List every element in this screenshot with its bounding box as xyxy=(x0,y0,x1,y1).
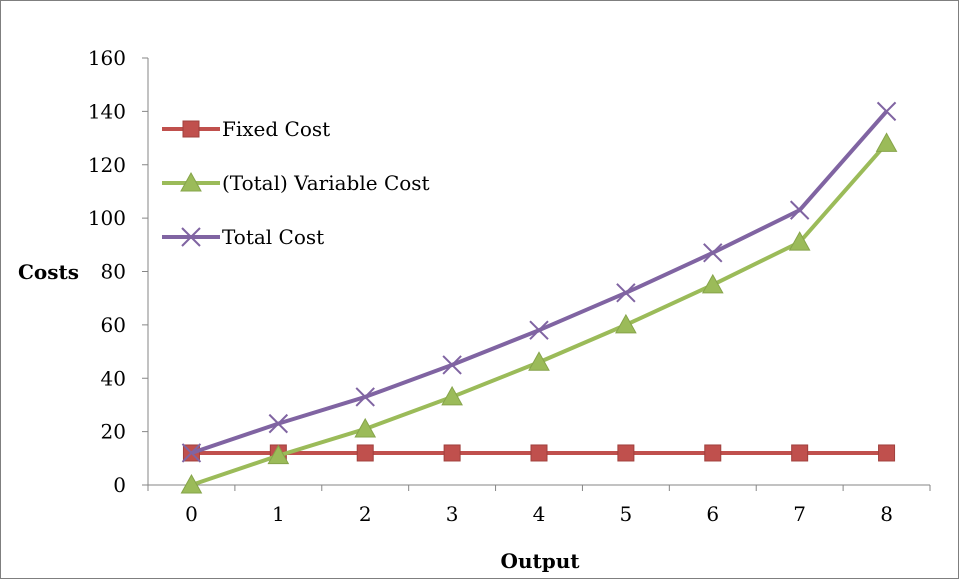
data-point-marker-stroke-b xyxy=(616,283,636,303)
x-tick-label: 3 xyxy=(446,502,459,526)
series-line xyxy=(190,110,889,455)
data-point-marker xyxy=(528,351,550,371)
legend: Fixed Cost (Total) Variable Cost Total Cos… xyxy=(162,117,430,249)
series-layer xyxy=(180,101,898,494)
legend-label: Fixed Cost xyxy=(222,117,330,141)
x-tick-label: 2 xyxy=(359,502,372,526)
legend-label: Total Cost xyxy=(222,225,324,249)
series-1 xyxy=(180,132,898,494)
data-point-marker xyxy=(354,417,377,438)
data-point-marker xyxy=(355,387,375,407)
x-axis-title: Output xyxy=(501,549,581,573)
data-point-marker-stroke-b xyxy=(876,101,897,122)
y-tick-label: 60 xyxy=(101,313,126,337)
data-point-marker xyxy=(789,200,810,220)
data-point-marker xyxy=(701,273,724,294)
axes: 0 20 40 60 80 100 120 140 160 0 1 2 3 4 5 6 7 8 xyxy=(88,46,931,526)
data-point-marker xyxy=(443,444,461,462)
data-point-marker-stroke-b xyxy=(789,200,810,220)
data-point-marker xyxy=(617,444,635,462)
legend-item-0: Fixed Cost xyxy=(162,117,330,141)
legend-item-2: Total Cost xyxy=(162,225,324,249)
data-point-marker-stroke-b xyxy=(703,243,723,263)
data-point-marker xyxy=(875,132,898,152)
data-point-marker xyxy=(616,283,636,303)
y-tick-label: 80 xyxy=(101,260,126,284)
data-point-marker-stroke-b xyxy=(442,355,462,375)
data-point-marker xyxy=(529,320,549,340)
legend-label: (Total) Variable Cost xyxy=(222,171,430,195)
legend-swatch-marker xyxy=(181,227,201,247)
y-axis-title: Costs xyxy=(18,260,79,284)
data-point-marker-stroke-b xyxy=(181,443,202,463)
data-point-marker-stroke-b xyxy=(355,387,375,407)
data-point-marker xyxy=(791,444,809,462)
y-tick-label: 100 xyxy=(88,206,126,230)
series-2 xyxy=(181,101,897,463)
data-point-marker xyxy=(180,473,203,494)
x-tick-label: 7 xyxy=(793,502,806,526)
data-point-marker xyxy=(704,444,722,462)
data-point-marker xyxy=(268,413,289,434)
x-tick-label: 4 xyxy=(533,502,546,526)
data-point-marker xyxy=(615,313,637,334)
data-point-marker xyxy=(356,444,374,462)
data-point-marker xyxy=(788,231,811,251)
data-point-marker xyxy=(442,355,462,375)
y-tick-label: 140 xyxy=(88,99,126,123)
data-point-marker xyxy=(441,385,463,406)
x-tick-label: 6 xyxy=(706,502,719,526)
data-point-marker xyxy=(530,444,548,462)
x-tick-label: 1 xyxy=(272,502,285,526)
legend-swatch-marker xyxy=(180,171,202,192)
data-point-marker-stroke-b xyxy=(268,413,289,434)
y-tick-label: 160 xyxy=(88,46,126,70)
y-tick-label: 20 xyxy=(101,420,126,444)
data-point-marker xyxy=(181,443,202,463)
legend-swatch-marker xyxy=(182,120,200,138)
data-point-marker xyxy=(876,101,897,122)
x-tick-label: 8 xyxy=(880,502,893,526)
x-tick-label: 0 xyxy=(185,502,198,526)
legend-swatch-marker-stroke-b xyxy=(181,227,201,247)
data-point-marker-stroke-b xyxy=(529,320,549,340)
y-tick-label: 40 xyxy=(101,366,126,390)
legend-item-1: (Total) Variable Cost xyxy=(162,171,430,195)
data-point-marker xyxy=(703,243,723,263)
y-tick-label: 0 xyxy=(113,473,126,497)
x-tick-label: 5 xyxy=(620,502,633,526)
data-point-marker xyxy=(878,444,896,462)
y-tick-label: 120 xyxy=(88,153,126,177)
data-point-marker xyxy=(267,444,290,465)
